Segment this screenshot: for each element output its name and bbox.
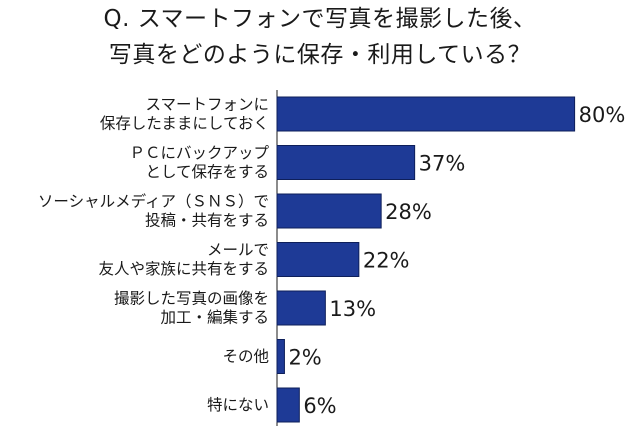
category-label-2-line-1: 投稿・共有をする (145, 212, 269, 230)
value-label-2: 28% (385, 200, 432, 224)
bar-3 (276, 242, 360, 277)
chart-title-line-1: Q. スマートフォンで写真を撮影した後、 (103, 6, 537, 32)
bar-0 (276, 96, 576, 132)
category-label-4-line-0: 撮影した写真の画像を (114, 290, 269, 308)
value-label-5: 2% (288, 346, 321, 370)
category-label-4-line-1: 加工・編集する (160, 309, 269, 327)
chart-title-line-2: 写真をどのように保存・利用している？ (108, 42, 532, 68)
category-label-0-line-0: スマートフォンに (145, 96, 269, 114)
category-label-2-line-0: ソーシャルメディア（ＳＮＳ）で (38, 192, 269, 211)
value-label-3: 22% (363, 249, 410, 273)
bar-5 (276, 339, 285, 374)
category-label-1-line-0: ＰＣにバックアップ (129, 144, 269, 162)
bar-6 (276, 387, 300, 423)
bar-1 (276, 145, 416, 180)
value-label-6: 6% (303, 394, 336, 418)
category-label-3-line-1: 友人や家族に共有をする (98, 260, 269, 278)
category-label-0-line-1: 保存したままにしておく (100, 115, 269, 133)
category-label-1-line-1: として保存をする (145, 163, 269, 181)
category-label-3-line-0: メールで (207, 241, 269, 259)
category-label-5-line-0: その他 (222, 348, 269, 366)
value-label-1: 37% (419, 152, 466, 176)
value-label-0: 80% (579, 103, 626, 127)
bar-2 (276, 193, 382, 229)
bar-4 (276, 290, 326, 326)
value-label-4: 13% (329, 297, 376, 321)
category-label-6-line-0: 特にない (207, 396, 269, 414)
